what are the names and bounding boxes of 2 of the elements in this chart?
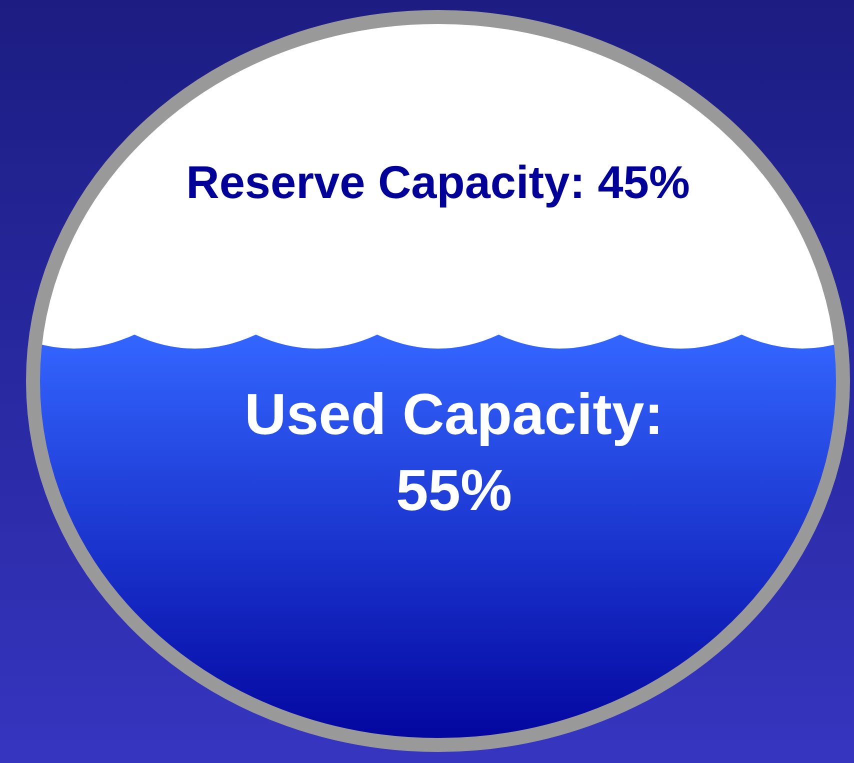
data-label: Reserve Capacity: 45% [186, 156, 690, 208]
data-label: Used Capacity: 55% [244, 382, 664, 523]
